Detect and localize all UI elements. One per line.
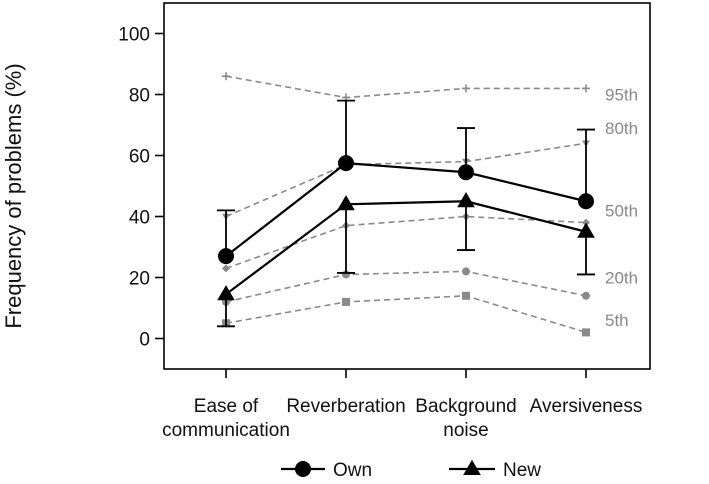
legend-label: Own: [333, 460, 372, 481]
percentile-line: [225, 270, 587, 303]
percentile-point: [462, 267, 470, 276]
percentile-point: [582, 291, 590, 300]
legend-marker: [463, 459, 481, 475]
series-point: [457, 192, 475, 208]
percentile-line: [225, 215, 587, 270]
series-point: [338, 155, 354, 172]
y-tick-label: 60: [129, 147, 150, 168]
x-category-label: Background: [415, 396, 516, 417]
percentile-label: 50th: [605, 201, 638, 220]
series-point: [337, 195, 355, 211]
percentile-label: 80th: [605, 119, 638, 138]
percentile-reference-lines: 95th 80th 50th 20th 5th: [222, 72, 638, 337]
percentile-50th: [222, 212, 590, 273]
percentile-point: [582, 84, 590, 93]
percentile-line: [225, 142, 587, 218]
y-tick-label: 0: [139, 330, 150, 351]
y-tick-label: 80: [129, 86, 150, 107]
x-axis-ticks: Ease of communication Reverberation Backgro…: [162, 369, 642, 441]
series-line: [225, 161, 587, 258]
percentile-point: [222, 264, 230, 273]
percentile-line: [225, 75, 586, 99]
series-own: [217, 99, 595, 265]
y-tick-label: 40: [129, 208, 150, 229]
plot-axes: [163, 2, 651, 370]
plot-frame: [163, 2, 651, 370]
series-line: [225, 200, 587, 296]
percentile-point: [462, 84, 470, 93]
percentile-20th: [222, 267, 590, 306]
percentile-point: [462, 291, 470, 300]
series-point: [218, 248, 234, 265]
x-category-label: Ease of: [194, 396, 259, 417]
percentile-5th: [222, 291, 590, 337]
series-point: [578, 193, 594, 210]
legend: Own New: [281, 459, 541, 481]
percentile-label: 20th: [605, 269, 638, 288]
series-point: [217, 285, 235, 301]
x-category-label: communication: [162, 420, 290, 441]
y-tick-label: 100: [118, 25, 150, 46]
legend-item-new: New: [449, 459, 541, 481]
series-point: [458, 164, 474, 181]
x-category-label: Aversiveness: [530, 396, 643, 417]
legend-label: New: [503, 460, 541, 481]
percentile-point: [222, 72, 230, 81]
series-point: [577, 222, 595, 238]
percentile-80th: [222, 140, 590, 221]
legend-marker: [295, 461, 311, 477]
x-category-label: Reverberation: [286, 396, 405, 417]
y-axis-ticks: 0 20 40 60 80 100: [118, 25, 164, 351]
series-new: [217, 192, 595, 328]
percentile-95th: [222, 72, 590, 102]
y-tick-label: 20: [129, 269, 150, 290]
percentile-line: [225, 294, 587, 334]
percentile-point: [342, 297, 350, 306]
percentile-label: 5th: [605, 311, 629, 330]
y-axis-label: Frequency of problems (%): [1, 63, 26, 328]
percentile-point: [582, 328, 590, 337]
x-category-label: noise: [443, 420, 488, 441]
data-series: [217, 99, 595, 328]
legend-item-own: Own: [281, 460, 372, 481]
percentile-label: 95th: [605, 86, 638, 105]
